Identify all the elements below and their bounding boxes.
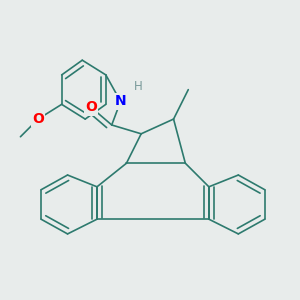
Text: O: O bbox=[85, 100, 97, 114]
Text: N: N bbox=[115, 94, 126, 108]
Text: H: H bbox=[134, 80, 142, 93]
Text: O: O bbox=[32, 112, 44, 126]
